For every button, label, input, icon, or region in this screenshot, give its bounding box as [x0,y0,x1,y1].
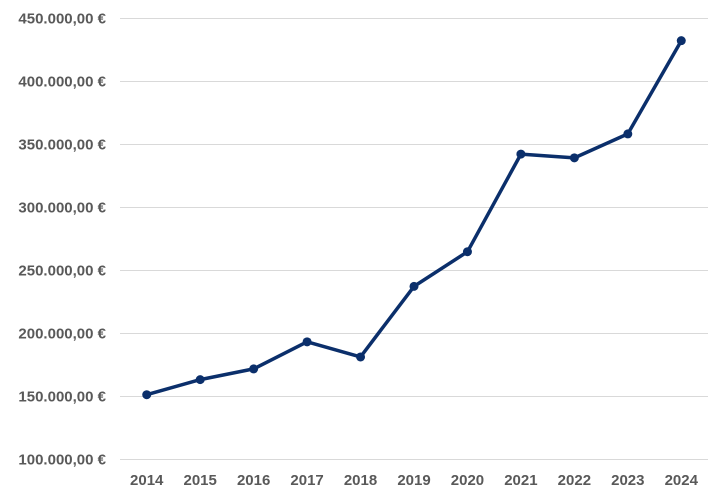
y-tick-label: 150.000,00 € [18,389,106,406]
data-point [409,281,419,291]
y-tick-label: 300.000,00 € [18,200,106,217]
data-point [302,337,312,347]
x-tick-label: 2019 [397,472,430,489]
data-point [462,247,472,257]
data-point [623,129,633,139]
x-tick-label: 2017 [290,472,323,489]
x-tick-label: 2016 [237,472,270,489]
x-tick-label: 2015 [183,472,216,489]
data-point [516,149,526,159]
x-tick-label: 2022 [558,472,591,489]
x-tick-label: 2021 [504,472,537,489]
y-tick-label: 450.000,00 € [18,11,106,28]
x-tick-label: 2014 [130,472,164,489]
data-point [142,390,152,400]
data-point [676,36,686,46]
data-point [356,352,366,362]
y-tick-label: 250.000,00 € [18,263,106,280]
y-axis-tick-labels: 450.000,00 € 400.000,00 € 350.000,00 € 300.… [18,11,106,469]
gridlines [120,18,708,460]
data-point [249,364,259,374]
y-tick-label: 350.000,00 € [18,137,106,154]
y-tick-label: 200.000,00 € [18,326,106,343]
x-tick-label: 2024 [665,472,699,489]
series-group [142,36,686,400]
x-tick-label: 2020 [451,472,484,489]
data-point [195,375,205,385]
x-tick-label: 2018 [344,472,377,489]
x-tick-label: 2023 [611,472,644,489]
data-point [569,153,579,163]
x-axis-tick-labels: 2014 2015 2016 2017 2018 2019 2020 2021 2022 2023… [130,472,699,489]
y-tick-label: 400.000,00 € [18,74,106,91]
series-line [144,38,684,397]
y-tick-label: 100.000,00 € [18,452,106,469]
